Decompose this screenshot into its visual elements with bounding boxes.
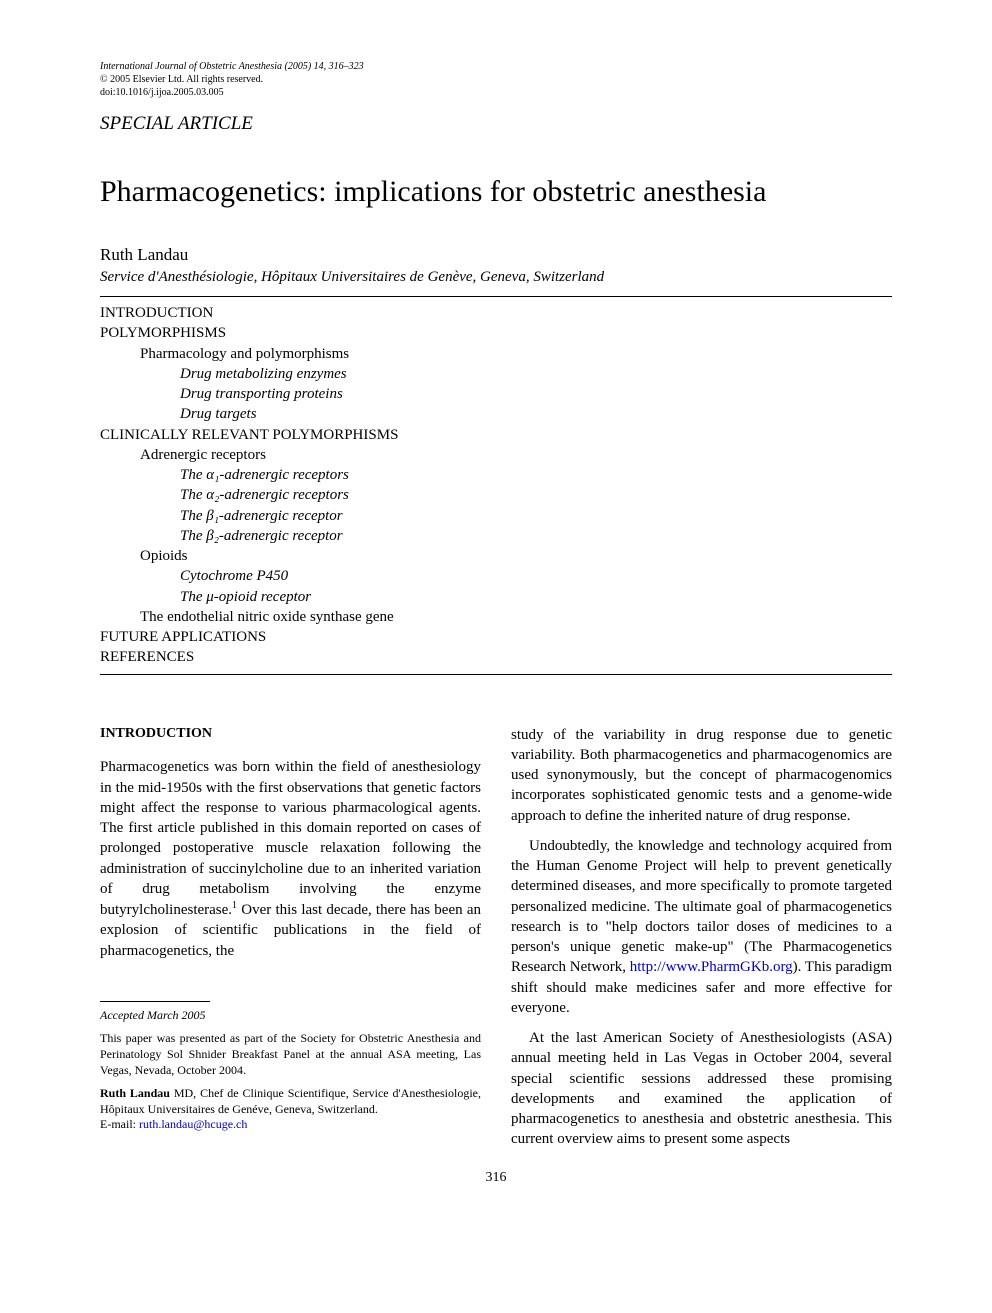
- body-columns: INTRODUCTION Pharmacogenetics was born w…: [100, 725, 892, 1160]
- journal-citation: International Journal of Obstetric Anest…: [100, 60, 892, 73]
- toc-item: POLYMORPHISMS: [100, 323, 892, 343]
- footnote-rule: [100, 1001, 210, 1002]
- doi-line: doi:10.1016/j.ijoa.2005.03.005: [100, 86, 892, 99]
- page-container: International Journal of Obstetric Anest…: [0, 0, 992, 1226]
- table-of-contents: INTRODUCTION POLYMORPHISMS Pharmacology …: [100, 303, 892, 668]
- rule-bottom: [100, 674, 892, 675]
- article-type-label: SPECIAL ARTICLE: [100, 113, 892, 135]
- pharmgkb-link[interactable]: http://www.PharmGKb.org: [630, 959, 793, 975]
- rule-top: [100, 296, 892, 297]
- copyright-line: © 2005 Elsevier Ltd. All rights reserved…: [100, 73, 892, 86]
- toc-item: Drug transporting proteins: [180, 384, 892, 404]
- footnote-author: Ruth Landau MD, Chef de Clinique Scienti…: [100, 1086, 481, 1133]
- toc-item: Drug metabolizing enzymes: [180, 364, 892, 384]
- page-number: 316: [100, 1170, 892, 1186]
- toc-item: Pharmacology and polymorphisms: [140, 344, 892, 364]
- toc-item: Adrenergic receptors: [140, 445, 892, 465]
- footnote-accepted: Accepted March 2005: [100, 1008, 481, 1024]
- intro-heading: INTRODUCTION: [100, 725, 481, 744]
- body-paragraph: At the last American Society of Anesthes…: [511, 1028, 892, 1150]
- journal-meta: International Journal of Obstetric Anest…: [100, 60, 892, 99]
- body-paragraph: Pharmacogenetics was born within the fie…: [100, 757, 481, 961]
- body-paragraph: study of the variability in drug respons…: [511, 725, 892, 826]
- toc-item: INTRODUCTION: [100, 303, 892, 323]
- toc-item: The β₂-adrenergic receptor: [180, 526, 892, 546]
- toc-item: The β₁-adrenergic receptor: [180, 506, 892, 526]
- toc-item: FUTURE APPLICATIONS: [100, 627, 892, 647]
- body-text: Undoubtedly, the knowledge and technolog…: [511, 838, 892, 976]
- toc-item: CLINICALLY RELEVANT POLYMORPHISMS: [100, 425, 892, 445]
- email-label: E-mail:: [100, 1117, 139, 1131]
- article-title: Pharmacogenetics: implications for obste…: [100, 175, 892, 209]
- toc-item: Drug targets: [180, 404, 892, 424]
- body-paragraph: Undoubtedly, the knowledge and technolog…: [511, 836, 892, 1018]
- body-text: Pharmacogenetics was born within the fie…: [100, 759, 481, 918]
- accepted-date: Accepted March 2005: [100, 1008, 206, 1022]
- toc-item: The α₂-adrenergic receptors: [180, 485, 892, 505]
- author-affiliation: Service d'Anesthésiologie, Hôpitaux Univ…: [100, 269, 892, 286]
- author-email-link[interactable]: ruth.landau@hcuge.ch: [139, 1117, 247, 1131]
- corresponding-author-name: Ruth Landau: [100, 1086, 170, 1100]
- toc-item: The α₁-adrenergic receptors: [180, 465, 892, 485]
- toc-item: Cytochrome P450: [180, 566, 892, 586]
- column-left: INTRODUCTION Pharmacogenetics was born w…: [100, 725, 481, 1160]
- column-right: study of the variability in drug respons…: [511, 725, 892, 1160]
- toc-item: The endothelial nitric oxide synthase ge…: [140, 607, 892, 627]
- toc-item: The μ-opioid receptor: [180, 587, 892, 607]
- toc-item: REFERENCES: [100, 647, 892, 667]
- footnote-presented: This paper was presented as part of the …: [100, 1031, 481, 1078]
- author-name: Ruth Landau: [100, 245, 892, 265]
- toc-item: Opioids: [140, 546, 892, 566]
